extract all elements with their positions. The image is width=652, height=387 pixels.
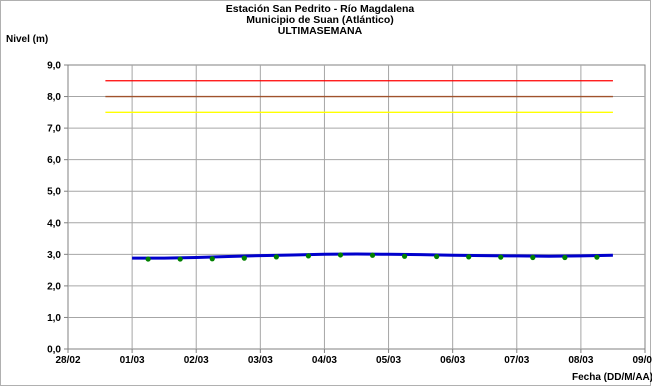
level-series-point xyxy=(466,254,472,260)
level-series-point xyxy=(337,252,344,258)
level-series-point xyxy=(145,256,151,262)
x-tick-label: 09/03 xyxy=(632,355,652,366)
y-tick-label: 7,0 xyxy=(47,124,61,135)
y-tick-label: 3,0 xyxy=(47,250,61,261)
x-tick-label: 07/03 xyxy=(504,355,529,366)
x-tick-label: 01/03 xyxy=(120,355,145,366)
y-tick-label: 6,0 xyxy=(47,155,61,166)
y-tick-label: 1,0 xyxy=(47,313,61,324)
level-series-point xyxy=(562,254,568,261)
x-tick-label: 06/03 xyxy=(440,355,465,366)
y-tick-label: 0,0 xyxy=(47,345,61,356)
plot-area xyxy=(67,64,646,350)
y-tick-label: 9,0 xyxy=(47,61,61,72)
y-tick-label: 5,0 xyxy=(47,187,61,198)
level-series-point xyxy=(434,253,440,260)
level-series-point xyxy=(401,253,408,259)
x-axis-title: Fecha (DD/M/AA) xyxy=(572,372,652,383)
chart-title-line-1: Estación San Pedrito - Río Magdalena xyxy=(225,3,415,15)
level-series-point xyxy=(530,254,536,261)
x-tick-label: 08/03 xyxy=(568,355,593,366)
level-series-point xyxy=(241,255,247,261)
x-tick-label: 05/03 xyxy=(376,355,401,366)
level-series-point xyxy=(498,254,504,260)
y-tick-label: 4,0 xyxy=(47,218,61,229)
level-series-point xyxy=(209,256,215,262)
x-tick-label: 02/03 xyxy=(184,355,209,366)
level-series-point xyxy=(594,254,600,260)
level-series-point xyxy=(177,256,183,262)
level-series-point xyxy=(305,253,312,259)
level-series-point xyxy=(273,254,279,260)
y-axis-title: Nivel (m) xyxy=(6,34,49,45)
y-tick-label: 8,0 xyxy=(47,92,61,103)
x-tick-label: 04/03 xyxy=(312,355,337,366)
chart-title-line-3: ULTIMASEMANA xyxy=(277,25,363,37)
level-series-point xyxy=(369,252,376,258)
x-tick-label: 03/03 xyxy=(248,355,273,366)
chart-title-line-2: Municipio de Suan (Atlántico) xyxy=(246,14,394,26)
x-tick-label: 28/02 xyxy=(55,355,80,366)
y-tick-label: 2,0 xyxy=(47,281,61,292)
